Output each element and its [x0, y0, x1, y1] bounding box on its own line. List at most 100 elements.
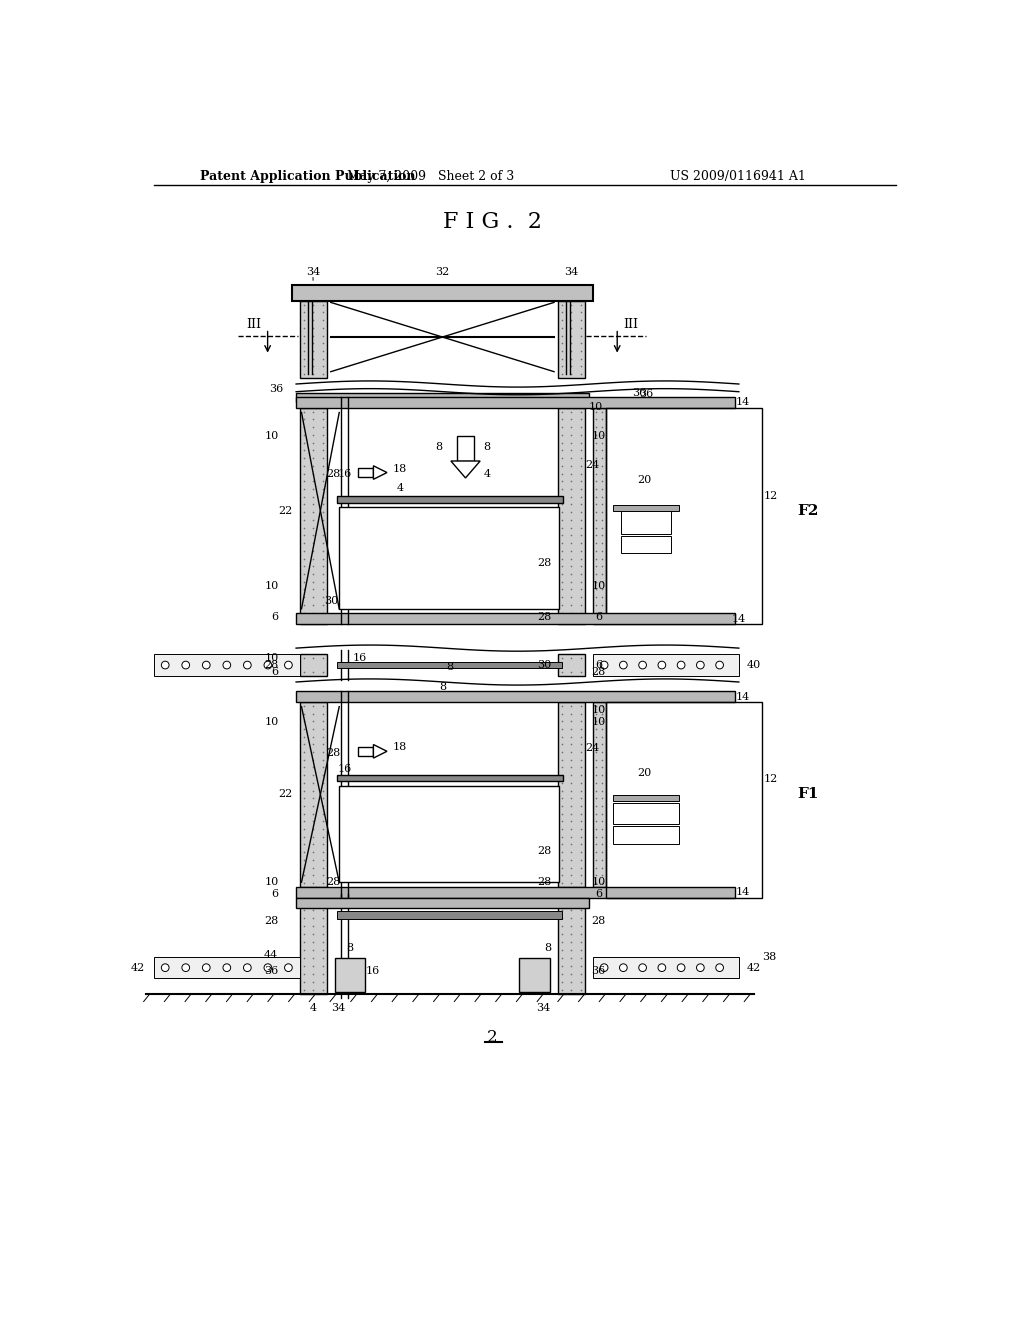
- Text: 8: 8: [545, 942, 552, 953]
- Bar: [154, 957, 300, 978]
- Text: 30: 30: [538, 660, 552, 671]
- Bar: [296, 887, 735, 898]
- Text: 22: 22: [278, 789, 292, 800]
- Text: 44: 44: [264, 950, 279, 961]
- Circle shape: [223, 661, 230, 669]
- Bar: [337, 663, 562, 668]
- Bar: [613, 506, 679, 511]
- Text: 32: 32: [435, 267, 450, 277]
- Text: 8: 8: [446, 661, 454, 672]
- Text: 28: 28: [326, 748, 340, 758]
- Text: 10: 10: [264, 717, 279, 727]
- Bar: [300, 655, 327, 676]
- Circle shape: [639, 964, 646, 972]
- Bar: [593, 957, 739, 978]
- Text: 36: 36: [632, 388, 646, 399]
- Text: 34: 34: [332, 1003, 345, 1012]
- Text: 28: 28: [538, 846, 552, 857]
- Text: 30: 30: [324, 597, 338, 606]
- Circle shape: [696, 964, 705, 972]
- Text: 10: 10: [592, 581, 606, 591]
- Text: 28: 28: [538, 611, 552, 622]
- Text: 38: 38: [763, 952, 777, 962]
- Circle shape: [658, 964, 666, 972]
- Text: 10: 10: [592, 705, 606, 715]
- Text: 10: 10: [592, 878, 606, 887]
- Text: 28: 28: [264, 916, 279, 925]
- Text: 4: 4: [396, 483, 403, 492]
- Bar: [605, 408, 762, 624]
- Text: 8: 8: [435, 442, 442, 453]
- Text: 6: 6: [595, 611, 602, 622]
- Text: 8: 8: [483, 442, 490, 453]
- Text: III: III: [624, 318, 639, 331]
- Bar: [335, 958, 366, 993]
- Text: 4: 4: [309, 1003, 316, 1012]
- Text: 36: 36: [268, 384, 283, 393]
- Text: 6: 6: [595, 660, 602, 671]
- Text: May 7, 2009   Sheet 2 of 3: May 7, 2009 Sheet 2 of 3: [347, 169, 514, 182]
- Bar: [558, 408, 585, 624]
- Text: Patent Application Publication: Patent Application Publication: [200, 169, 416, 182]
- Bar: [558, 655, 585, 676]
- Bar: [593, 702, 605, 887]
- Circle shape: [264, 964, 271, 972]
- Bar: [337, 912, 562, 919]
- Text: 28: 28: [326, 469, 340, 479]
- Text: 28: 28: [592, 916, 606, 925]
- Text: 6: 6: [271, 611, 279, 622]
- Text: 16: 16: [353, 653, 368, 663]
- Bar: [339, 785, 559, 882]
- Text: 34: 34: [564, 267, 579, 277]
- Text: 24: 24: [586, 743, 600, 754]
- Text: 10: 10: [264, 581, 279, 591]
- Text: 36: 36: [264, 966, 279, 975]
- Text: 2: 2: [487, 1030, 498, 1047]
- Text: 12: 12: [764, 491, 778, 500]
- Text: 28: 28: [538, 878, 552, 887]
- Circle shape: [639, 661, 646, 669]
- Text: 18: 18: [393, 742, 408, 752]
- Text: 18: 18: [393, 463, 408, 474]
- Text: 10: 10: [592, 717, 606, 727]
- Text: 42: 42: [748, 962, 762, 973]
- Text: 28: 28: [592, 667, 606, 677]
- Circle shape: [658, 661, 666, 669]
- Bar: [300, 898, 327, 994]
- Text: 14: 14: [735, 397, 750, 408]
- Text: 14: 14: [735, 887, 750, 898]
- Text: 16: 16: [366, 966, 380, 975]
- Polygon shape: [451, 461, 480, 478]
- Bar: [296, 692, 735, 702]
- Text: F1: F1: [798, 788, 819, 801]
- Bar: [605, 702, 762, 898]
- Text: US 2009/0116941 A1: US 2009/0116941 A1: [670, 169, 806, 182]
- Circle shape: [716, 964, 724, 972]
- Bar: [558, 702, 585, 887]
- Circle shape: [620, 964, 628, 972]
- Text: 40: 40: [748, 660, 762, 671]
- Text: 10: 10: [264, 878, 279, 887]
- Circle shape: [182, 661, 189, 669]
- Bar: [337, 775, 563, 781]
- Bar: [296, 393, 589, 403]
- Text: 16: 16: [338, 469, 352, 479]
- Bar: [357, 469, 374, 477]
- Text: 16: 16: [338, 764, 352, 774]
- Circle shape: [696, 661, 705, 669]
- Bar: [593, 408, 605, 624]
- Text: 36: 36: [639, 389, 653, 399]
- Bar: [613, 795, 679, 801]
- Circle shape: [677, 661, 685, 669]
- Circle shape: [223, 964, 230, 972]
- Text: 6: 6: [271, 667, 279, 677]
- Bar: [154, 655, 300, 676]
- Bar: [621, 511, 671, 535]
- Circle shape: [203, 661, 210, 669]
- Polygon shape: [374, 744, 387, 758]
- Text: 28: 28: [538, 557, 552, 568]
- Circle shape: [264, 661, 271, 669]
- Circle shape: [620, 661, 628, 669]
- Text: 14: 14: [735, 692, 750, 702]
- Circle shape: [285, 661, 292, 669]
